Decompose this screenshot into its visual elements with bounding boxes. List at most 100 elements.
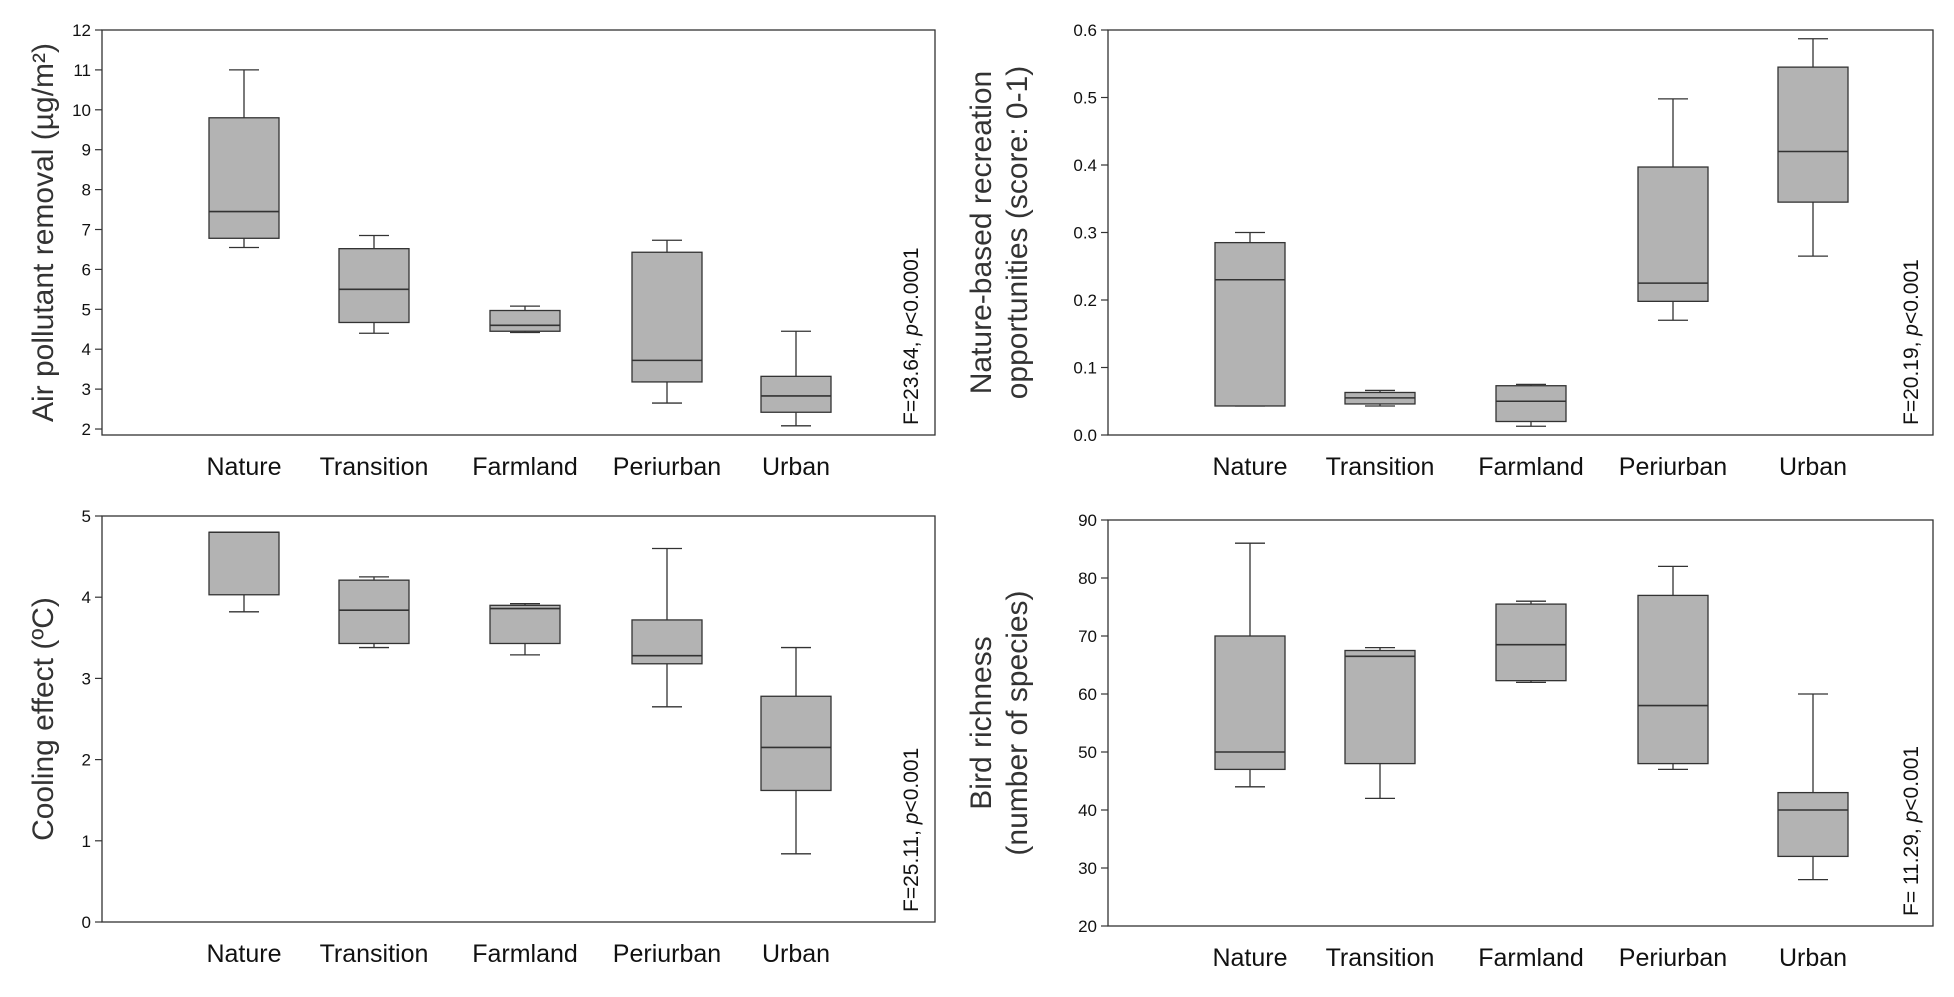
x-category-label: Periurban [613, 940, 721, 968]
box-farmland [489, 603, 561, 656]
interquartile-box [208, 117, 280, 239]
interquartile-box [1637, 594, 1709, 765]
y-tick-label: 1 [82, 832, 91, 851]
plot-frame [1107, 519, 1934, 927]
x-category-label: Farmland [1478, 453, 1584, 481]
y-tick-label: 6 [82, 260, 91, 279]
stat-f-value: F=20.19, [1900, 336, 1923, 425]
plot-frame [101, 515, 936, 923]
x-category-label: Nature [206, 940, 281, 968]
x-category-label: Periurban [1619, 944, 1727, 972]
x-category-label: Farmland [1478, 944, 1584, 972]
box-transition [338, 234, 410, 334]
interquartile-box [1495, 385, 1567, 423]
anova-stat-annotation: F=20.19, p<0.001 [1900, 259, 1923, 425]
y-axis-label: Nature-based recreation [965, 71, 998, 395]
y-tick-label: 2 [82, 751, 91, 770]
box-urban [1777, 693, 1849, 881]
y-tick-label: 4 [82, 340, 91, 359]
stat-f-value: F=23.64, [900, 336, 923, 425]
y-tick-label: 40 [1078, 801, 1097, 820]
interquartile-box [338, 579, 410, 645]
y-tick-label: 12 [72, 21, 91, 40]
box-farmland [489, 305, 561, 334]
box-farmland [1495, 383, 1567, 427]
y-tick-label: 8 [82, 181, 91, 200]
box-periurban [1637, 98, 1709, 321]
y-tick-label: 0.1 [1073, 359, 1097, 378]
anova-stat-annotation: F=25.11, p<0.001 [900, 748, 923, 912]
box-transition [338, 576, 410, 649]
box-nature [208, 531, 280, 613]
x-category-label: Nature [1212, 453, 1287, 481]
box-nature [208, 69, 280, 249]
y-tick-label: 30 [1078, 859, 1097, 878]
chart-panel-top-right: 0.0 0.1 0.2 0.3 0.4 0.5 0.6 Nature-based recrea… [965, 21, 1934, 481]
y-tick-label: 5 [82, 507, 91, 526]
y-tick-label: 80 [1078, 569, 1097, 588]
x-category-label: Transition [320, 940, 429, 968]
y-axis-label: Bird richness [965, 636, 998, 809]
interquartile-box [631, 251, 703, 383]
x-category-label: Urban [1779, 453, 1847, 481]
y-tick-label: 60 [1078, 685, 1097, 704]
stat-p-value: <0.0001 [900, 248, 923, 325]
y-tick-label: 3 [82, 380, 91, 399]
y-tick-label: 2 [82, 420, 91, 439]
y-tick-label: 20 [1078, 917, 1097, 936]
x-category-label: Periurban [1619, 453, 1727, 481]
box-periurban [631, 239, 703, 404]
y-tick-label: 70 [1078, 627, 1097, 646]
y-tick-label: 11 [73, 61, 91, 80]
x-category-label: Transition [1326, 944, 1435, 972]
box-urban [760, 330, 832, 427]
x-category-label: Transition [320, 453, 429, 481]
box-urban [760, 646, 832, 855]
box-nature [1214, 231, 1286, 407]
y-tick-label: 0 [82, 913, 91, 932]
interquartile-box [631, 619, 703, 665]
y-tick-label: 50 [1078, 743, 1097, 762]
box-transition [1344, 646, 1416, 800]
y-tick-label: 90 [1078, 511, 1097, 530]
y-tick-label: 0.3 [1073, 224, 1097, 243]
interquartile-box [760, 375, 832, 413]
interquartile-box [760, 695, 832, 792]
interquartile-box [1637, 166, 1709, 302]
y-tick-label: 3 [82, 669, 91, 688]
chart-panel-bottom-right: 20 30 40 50 60 70 80 90 Bird richness (number of … [965, 511, 1934, 972]
stat-f-value: F=25.11, [900, 824, 923, 912]
x-category-label: Farmland [472, 453, 578, 481]
chart-panel-bottom-left: 0 1 2 3 4 5 Cooling effect (ºC) Nature Transitio… [27, 507, 936, 968]
y-tick-label: 7 [82, 221, 91, 240]
stat-p-symbol: p [900, 813, 923, 826]
y-axis-label: (number of species) [1001, 590, 1034, 855]
x-category-label: Urban [762, 453, 830, 481]
y-tick-label: 9 [82, 141, 91, 160]
x-category-label: Nature [1212, 944, 1287, 972]
y-tick-label: 10 [72, 101, 91, 120]
interquartile-box [338, 248, 410, 324]
box-periurban [1637, 565, 1709, 771]
box-urban [1777, 38, 1849, 257]
y-tick-label: 0.5 [1073, 89, 1097, 108]
y-tick-label: 5 [82, 300, 91, 319]
interquartile-box [1777, 66, 1849, 203]
y-tick-label: 4 [82, 588, 91, 607]
interquartile-box [1777, 791, 1849, 858]
interquartile-box [1344, 649, 1416, 765]
x-category-label: Urban [762, 940, 830, 968]
y-tick-label: 0.0 [1073, 426, 1097, 445]
stat-p-symbol: p [1900, 324, 1923, 337]
stat-p-symbol: p [900, 324, 923, 337]
x-category-label: Nature [206, 453, 281, 481]
y-tick-label: 0.2 [1073, 291, 1097, 310]
stat-p-value: <0.001 [900, 748, 923, 813]
box-transition [1344, 389, 1416, 407]
stat-p-symbol: p [1900, 811, 1923, 824]
interquartile-box [1495, 603, 1567, 682]
x-category-label: Urban [1779, 944, 1847, 972]
stat-p-value: <0.001 [1900, 746, 1923, 811]
box-periurban [631, 547, 703, 708]
